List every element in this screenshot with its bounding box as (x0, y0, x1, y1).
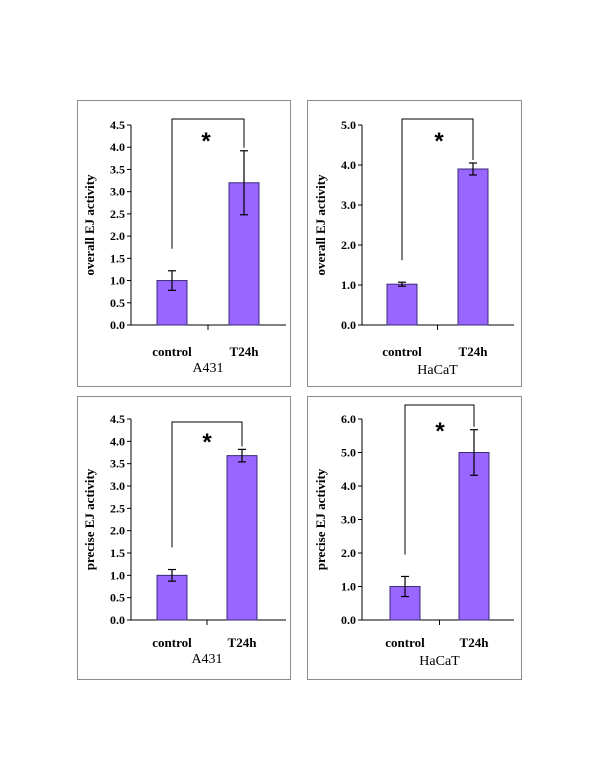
bar (156, 280, 188, 326)
y-tick-label: 3.0 (110, 479, 125, 493)
chart-panel-overall-hacat: 0.0 1.0 2.0 3.0 4.0 5.0 control T24h * overall EJ… (307, 100, 522, 387)
y-tick-label: 4.0 (341, 158, 356, 172)
y-tick-label: 2.0 (341, 546, 356, 560)
chart-panel-precise-a431: 0.0 0.5 1.0 1.5 2.0 2.5 3.0 3.5 4.0 4.5 control T24… (77, 396, 291, 680)
y-axis-label: overall EJ activity (82, 174, 97, 276)
significance-marker: * (202, 429, 212, 456)
significance-bracket (171, 421, 243, 548)
bar (389, 586, 421, 621)
x-tick-label: T24h (459, 344, 489, 359)
y-axis-label: overall EJ activity (313, 174, 328, 276)
y-tick-label: 0.0 (110, 613, 125, 627)
bar (457, 168, 489, 326)
bar (458, 452, 490, 621)
x-axis-label: HaCaT (419, 654, 460, 669)
x-axis-label: A431 (192, 361, 223, 376)
y-tick-label: 2.0 (341, 238, 356, 252)
x-tick-label: control (385, 635, 425, 650)
bar (226, 455, 258, 621)
y-tick-label: 2.5 (110, 207, 125, 221)
y-tick-label: 0.5 (110, 591, 125, 605)
x-tick-label: T24h (460, 635, 490, 650)
bar (386, 283, 418, 326)
y-tick-label: 0.0 (341, 613, 356, 627)
y-tick-label: 4.0 (110, 140, 125, 154)
x-tick-label: T24h (228, 635, 258, 650)
x-tick-label: control (152, 635, 192, 650)
y-tick-label: 4.5 (110, 412, 125, 426)
chart-svg: 0.0 0.5 1.0 1.5 2.0 2.5 3.0 3.5 4.0 4.5 control T24… (82, 412, 286, 667)
y-tick-label: 1.0 (341, 580, 356, 594)
x-axis-label: HaCaT (417, 363, 458, 378)
x-tick-label: control (382, 344, 422, 359)
y-tick-label: 3.0 (341, 198, 356, 212)
y-tick-label: 3.0 (110, 185, 125, 199)
y-tick-label: 2.0 (110, 524, 125, 538)
y-axis-label: precise EJ activity (313, 468, 328, 570)
chart-svg: 0.0 0.5 1.0 1.5 2.0 2.5 3.0 3.5 4.0 4.5 control T24… (82, 118, 286, 376)
chart-panel-precise-hacat: 0.0 1.0 2.0 3.0 4.0 5.0 6.0 control T24h * precise… (307, 396, 522, 680)
significance-bracket (171, 118, 245, 249)
y-tick-label: 3.5 (110, 162, 125, 176)
y-tick-label: 4.5 (110, 118, 125, 132)
x-tick-label: control (152, 344, 192, 359)
y-tick-label: 3.5 (110, 457, 125, 471)
significance-marker: * (201, 128, 211, 155)
y-tick-label: 3.0 (341, 513, 356, 527)
significance-bracket (401, 118, 474, 261)
significance-marker: * (434, 128, 444, 155)
x-tick-label: T24h (230, 344, 260, 359)
chart-svg: 0.0 1.0 2.0 3.0 4.0 5.0 control T24h * overall EJ… (313, 118, 514, 378)
y-axis-label: precise EJ activity (82, 468, 97, 570)
y-tick-label: 2.0 (110, 229, 125, 243)
significance-marker: * (435, 418, 445, 445)
significance-bracket (404, 404, 475, 555)
y-tick-label: 2.5 (110, 501, 125, 515)
x-axis-label: A431 (191, 652, 222, 667)
y-tick-label: 4.0 (341, 479, 356, 493)
y-tick-label: 0.0 (341, 318, 356, 332)
y-tick-label: 1.0 (341, 278, 356, 292)
y-tick-label: 0.0 (110, 318, 125, 332)
y-tick-label: 5.0 (341, 446, 356, 460)
bar (156, 574, 188, 621)
y-tick-label: 1.5 (110, 251, 125, 265)
y-tick-label: 0.5 (110, 296, 125, 310)
y-tick-label: 4.0 (110, 434, 125, 448)
chart-svg: 0.0 1.0 2.0 3.0 4.0 5.0 6.0 control T24h * precise… (313, 404, 514, 669)
y-tick-label: 1.5 (110, 546, 125, 560)
y-tick-label: 1.0 (110, 568, 125, 582)
y-tick-label: 1.0 (110, 274, 125, 288)
y-tick-label: 5.0 (341, 118, 356, 132)
y-tick-label: 6.0 (341, 412, 356, 426)
chart-panel-overall-a431: 0.0 0.5 1.0 1.5 2.0 2.5 3.0 3.5 4.0 4.5 control T24… (77, 100, 291, 387)
